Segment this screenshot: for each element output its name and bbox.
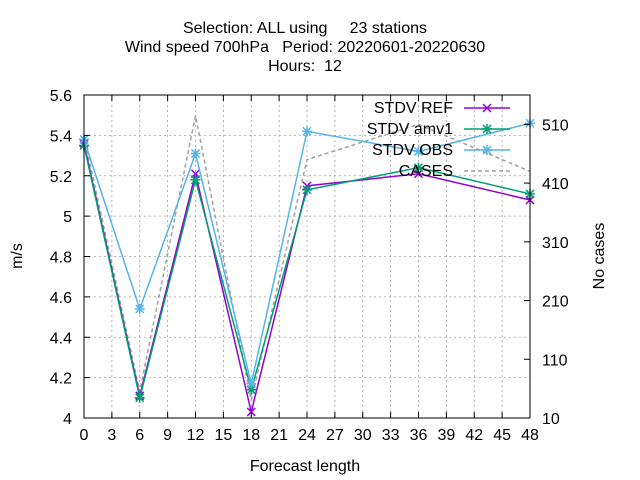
- y-tick-label: 4.6: [50, 290, 72, 307]
- title-line-2: Wind speed 700hPa Period: 20220601-20220…: [125, 39, 485, 56]
- x-tick-label: 18: [242, 427, 260, 444]
- y-tick-label: 5.2: [50, 169, 72, 186]
- data-point: [413, 162, 424, 173]
- y2-tick-label: 310: [542, 235, 569, 252]
- title-line-1: Selection: ALL using 23 stations: [183, 20, 427, 37]
- x-tick-label: 48: [521, 427, 539, 444]
- y-tick-label: 4.2: [50, 371, 72, 388]
- data-point: [482, 145, 492, 155]
- x-tick-label: 30: [354, 427, 372, 444]
- series-layer: [79, 118, 535, 417]
- y-tick-label: 5.4: [50, 128, 72, 145]
- data-point: [302, 184, 312, 195]
- x-tick-label: 21: [270, 427, 288, 444]
- y2-tick-label: 210: [542, 294, 569, 311]
- chart-title: Selection: ALL using 23 stations Wind sp…: [125, 20, 485, 75]
- y-tick-label: 5: [63, 209, 72, 226]
- data-point: [482, 124, 492, 134]
- y2-tick-label: 410: [542, 176, 569, 193]
- x-tick-label: 9: [163, 427, 172, 444]
- y2-axis-label: No cases: [591, 223, 608, 290]
- x-tick-label: 27: [326, 427, 344, 444]
- data-point: [413, 146, 424, 157]
- data-point: [190, 148, 201, 159]
- x-tick-label: 0: [80, 427, 89, 444]
- y2-tick-label: 10: [542, 411, 560, 428]
- y2-tick-label: 510: [542, 117, 569, 134]
- cases-layer: [83, 115, 531, 401]
- series-stdv-amv1: [79, 140, 535, 403]
- series-line: [83, 122, 531, 384]
- data-point: [246, 407, 256, 417]
- x-tick-label: 3: [107, 427, 116, 444]
- x-tick-label: 24: [298, 427, 316, 444]
- legend: STDV REF STDV amv1 STDV OBS CASES: [367, 100, 510, 180]
- x-tick-label: 33: [382, 427, 400, 444]
- axes: 0 3 6 9 12 15 18 21 24 27 30 33 36 39 42 45 4844.24.44.6…: [50, 88, 569, 444]
- y-tick-label: 4.8: [50, 250, 72, 267]
- data-point: [302, 126, 312, 137]
- grid: [84, 95, 530, 418]
- x-axis-label: Forecast length: [250, 458, 360, 475]
- legend-item: STDV REF: [374, 100, 510, 117]
- y-tick-label: 4: [63, 411, 72, 428]
- title-line-3: Hours: 12: [268, 58, 342, 75]
- legend-item: STDV amv1: [367, 121, 510, 138]
- x-tick-label: 45: [493, 427, 511, 444]
- y-tick-label: 4.4: [50, 330, 72, 347]
- legend-label: CASES: [399, 163, 453, 180]
- cases-line: [83, 115, 531, 401]
- data-point: [190, 174, 201, 185]
- x-tick-label: 42: [465, 427, 483, 444]
- legend-item: STDV OBS: [372, 142, 510, 159]
- x-tick-label: 15: [214, 427, 232, 444]
- y-tick-label: 5.6: [50, 88, 72, 105]
- data-point: [246, 378, 257, 389]
- data-point: [482, 103, 492, 113]
- x-tick-label: 12: [187, 427, 205, 444]
- y2-tick-label: 110: [542, 352, 568, 369]
- legend-item: CASES: [399, 163, 510, 180]
- legend-label: STDV amv1: [367, 121, 453, 138]
- legend-label: STDV OBS: [372, 142, 453, 159]
- data-point: [134, 392, 145, 403]
- x-tick-label: 36: [410, 427, 428, 444]
- legend-label: STDV REF: [374, 100, 453, 117]
- x-tick-label: 6: [135, 427, 144, 444]
- data-point: [134, 303, 145, 314]
- y-axis-label: m/s: [9, 243, 26, 269]
- x-tick-label: 39: [437, 427, 455, 444]
